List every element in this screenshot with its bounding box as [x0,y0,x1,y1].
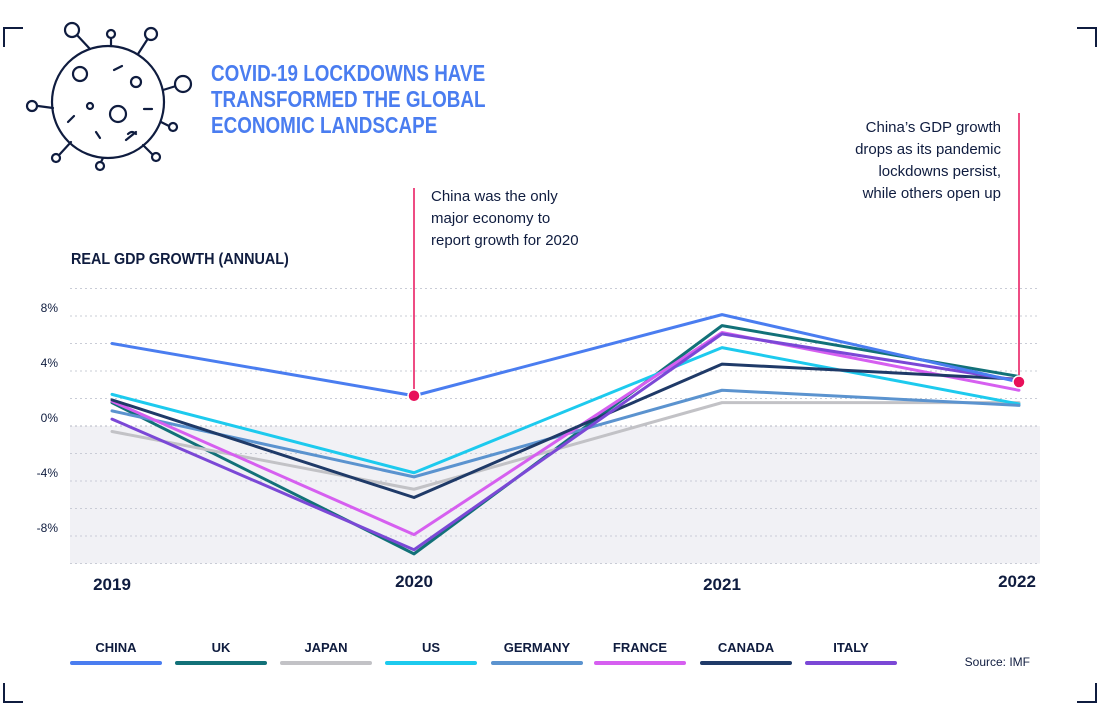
x-tick-label: 2020 [395,572,433,591]
series-line-uk [110,324,1021,556]
y-tick-label: 0% [41,411,59,425]
legend-swatch-japan [280,661,372,665]
annotation-2020: China was the only major economy to repo… [431,186,579,252]
legend-swatch-canada [700,661,792,665]
legend-label-germany: GERMANY [503,640,571,655]
x-tick-label: 2022 [998,572,1036,591]
highlight-marker-2022 [1012,375,1026,389]
annotation-2022: China’s GDP growth drops as its pandemic… [855,117,1001,205]
series-line-china [110,313,1021,398]
series-line-france [110,331,1021,537]
title-line-2: TRANSFORMED THE GLOBAL [211,86,486,112]
legend-label-japan: JAPAN [304,640,348,655]
legend-label-canada: CANADA [717,640,775,655]
annotation-2022-line-2: drops as its pandemic [855,141,1001,158]
y-tick-label: -8% [37,521,59,535]
annotation-2020-line-2: major economy to [431,210,551,227]
legend-swatch-us [385,661,477,665]
title-line-3: ECONOMIC LANDSCAPE [211,112,438,138]
legend-item-italy: ITALY [805,640,897,665]
legend: CHINA UK JAPAN US GERMANY FRANCE CANADA … [70,640,900,670]
series-line-us [110,346,1021,475]
annotation-2022-line-4: while others open up [862,185,1001,202]
x-tick-label: 2019 [93,575,131,594]
legend-label-france: FRANCE [612,640,668,655]
x-tick-label: 2021 [703,575,741,594]
virus-icon [25,21,193,172]
legend-item-france: FRANCE [594,640,686,665]
corner-bracket-top-left [3,27,23,47]
legend-label-us: US [421,640,441,655]
legend-swatch-germany [491,661,583,665]
legend-item-canada: CANADA [700,640,792,665]
annotation-2022-line-3: lockdowns persist, [878,163,1001,180]
legend-item-germany: GERMANY [491,640,583,665]
y-tick-label: 8% [41,301,59,315]
y-tick-label: -4% [37,466,59,480]
legend-swatch-france [594,661,686,665]
annotation-2020-line-3: report growth for 2020 [431,232,579,249]
annotation-2020-line-1: China was the only [431,188,558,205]
chart-title-main: COVID-19 LOCKDOWNS HAVE TRANSFORMED THE … [211,60,486,138]
series-line-italy [110,332,1021,552]
legend-label-italy: ITALY [833,640,869,655]
legend-item-us: US [385,640,477,665]
legend-item-china: CHINA [70,640,162,665]
highlight-marker-2020 [407,389,421,403]
annotation-2022-line-1: China’s GDP growth [865,119,1001,136]
corner-bracket-bottom-right [1077,683,1097,703]
legend-swatch-uk [175,661,267,665]
legend-item-uk: UK [175,640,267,665]
y-tick-label: 4% [41,356,59,370]
legend-label-china: CHINA [95,640,137,655]
legend-label-uk: UK [211,640,231,655]
legend-swatch-china [70,661,162,665]
series-line-japan [110,401,1021,491]
corner-bracket-bottom-left [3,683,23,703]
source-note: Source: IMF [964,655,1030,669]
chart-subtitle: REAL GDP GROWTH (ANNUAL) [71,251,289,268]
corner-bracket-top-right [1077,27,1097,47]
series-line-canada [110,362,1021,499]
title-line-1: COVID-19 LOCKDOWNS HAVE [211,60,486,86]
legend-item-japan: JAPAN [280,640,372,665]
legend-swatch-italy [805,661,897,665]
